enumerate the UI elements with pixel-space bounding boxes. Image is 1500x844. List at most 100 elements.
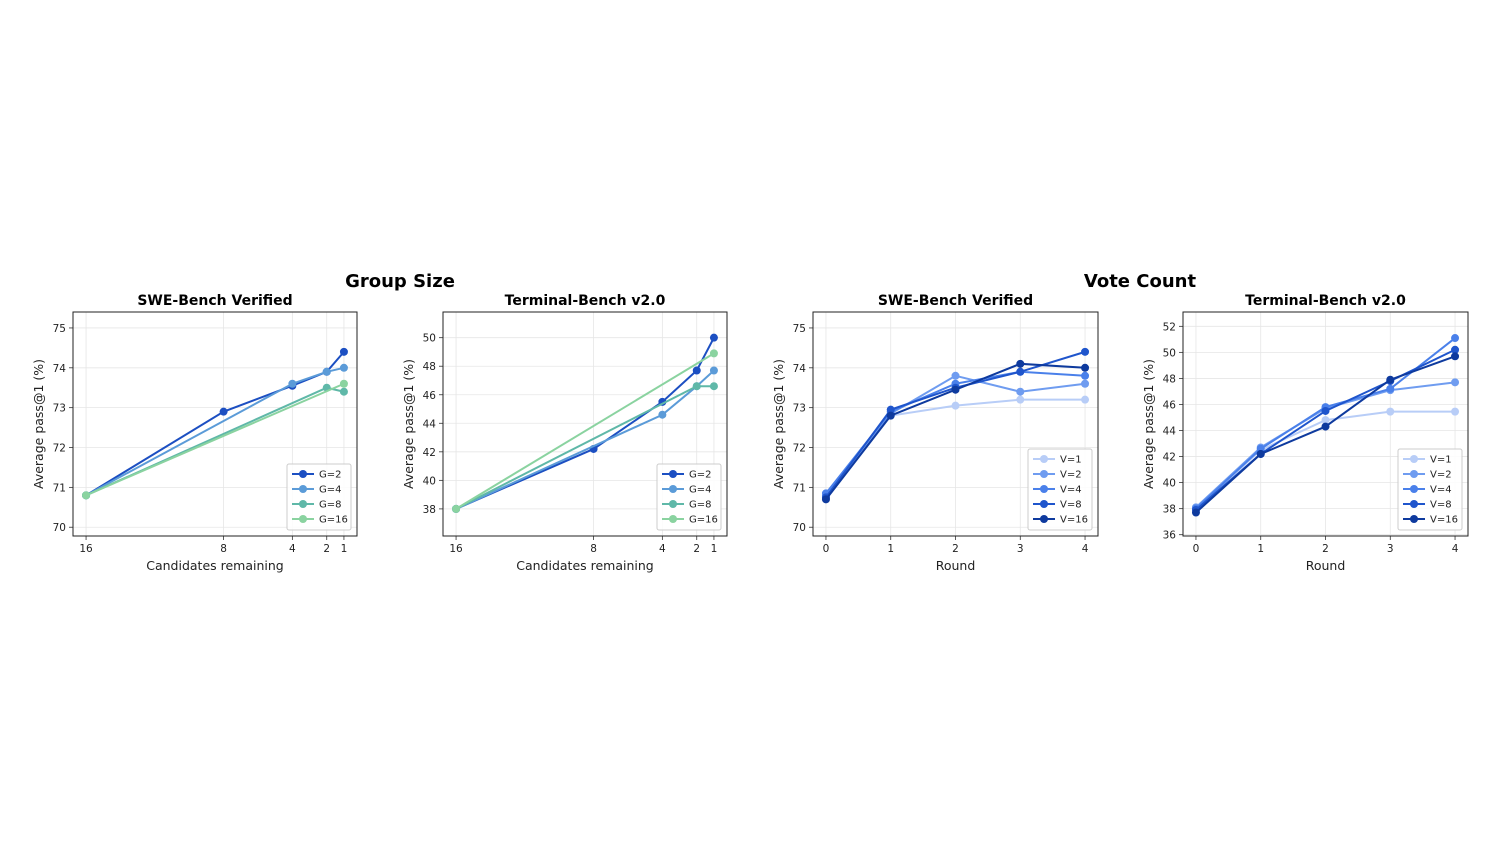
series-line — [85, 382, 345, 497]
y-tick-label: 40 — [1163, 478, 1176, 490]
data-point — [1451, 345, 1460, 354]
data-point — [692, 366, 701, 375]
x-tick-label: 4 — [1082, 543, 1089, 555]
x-tick-label: 8 — [220, 543, 227, 555]
data-point — [339, 379, 348, 388]
series-line — [85, 366, 345, 497]
data-point — [1321, 406, 1330, 415]
legend-frame — [1027, 448, 1093, 531]
legend-label: V=8 — [1060, 500, 1082, 511]
chart-title: Terminal-Bench v2.0 — [505, 293, 666, 309]
y-tick-label: 48 — [1163, 373, 1176, 385]
legend-swatch-marker — [669, 515, 677, 523]
data-point — [452, 504, 461, 513]
data-point — [288, 379, 297, 388]
data-point — [1016, 387, 1025, 396]
legend-swatch-marker — [1040, 515, 1048, 523]
data-point — [658, 410, 667, 419]
legend-label: V=4 — [1430, 485, 1452, 496]
data-point — [1321, 416, 1330, 425]
legend-swatch-marker — [1410, 500, 1418, 508]
series-V=16 — [821, 359, 1090, 504]
y-tick-label: 71 — [793, 482, 806, 494]
data-point — [1386, 375, 1395, 384]
y-tick-label: 48 — [423, 361, 436, 373]
y-tick-label: 75 — [53, 323, 66, 335]
data-point — [219, 407, 228, 416]
data-point — [951, 385, 960, 394]
data-point — [692, 382, 701, 391]
x-tick-label: 4 — [659, 543, 666, 555]
x-tick-label: 2 — [693, 543, 700, 555]
legend-label: V=4 — [1060, 485, 1082, 496]
x-tick-label: 3 — [1387, 543, 1394, 555]
y-tick-label: 70 — [793, 522, 806, 534]
data-point — [1081, 395, 1090, 404]
legend-swatch-marker — [1040, 455, 1048, 463]
legend-swatch-marker — [299, 485, 307, 493]
legend-label: V=1 — [1060, 455, 1082, 466]
legend-label: V=2 — [1060, 470, 1082, 481]
legend-frame — [656, 463, 722, 531]
x-tick-label: 2 — [1322, 543, 1329, 555]
y-tick-label: 52 — [1163, 321, 1176, 333]
y-tick-label: 36 — [1163, 530, 1177, 542]
y-tick-label: 46 — [423, 390, 437, 402]
legend: G=2 G=4 G=8 G=16 — [286, 463, 352, 531]
legend-swatch-marker — [1040, 470, 1048, 478]
legend-swatch-marker — [1040, 485, 1048, 493]
y-tick-label: 70 — [53, 522, 66, 534]
data-point — [1451, 334, 1460, 343]
legend-swatch-marker — [299, 500, 307, 508]
y-tick-label: 38 — [423, 504, 436, 516]
legend: V=1 V=2 V=4 V=8 V=16 — [1397, 448, 1463, 531]
legend-label: G=4 — [689, 485, 712, 496]
legend-swatch-marker — [669, 500, 677, 508]
y-tick-label: 73 — [53, 403, 66, 415]
data-point — [709, 366, 718, 375]
y-tick-label: 50 — [1163, 347, 1176, 359]
legend-frame — [1397, 448, 1463, 531]
y-tick-label: 71 — [53, 482, 66, 494]
data-point — [951, 371, 960, 380]
data-point — [709, 333, 718, 342]
legend-swatch-marker — [1410, 485, 1418, 493]
x-tick-label: 2 — [952, 543, 959, 555]
legend-swatch-marker — [299, 470, 307, 478]
axes-frame — [1182, 311, 1469, 537]
y-tick-label: 75 — [793, 323, 806, 335]
legend-label: V=16 — [1060, 515, 1088, 526]
x-tick-label: 0 — [823, 543, 830, 555]
data-point — [339, 347, 348, 356]
x-axis-label: Candidates remaining — [516, 558, 654, 573]
legend-label: G=8 — [689, 500, 712, 511]
chart-title: Terminal-Bench v2.0 — [1245, 293, 1406, 309]
series-G=16 — [452, 349, 718, 513]
legend-label: V=8 — [1430, 500, 1452, 511]
x-axis-label: Round — [1306, 558, 1346, 573]
x-tick-label: 4 — [289, 543, 296, 555]
legend-label: G=2 — [689, 470, 712, 481]
y-axis-label: Average pass@1 (%) — [771, 359, 786, 489]
legend-label: G=8 — [319, 500, 342, 511]
legend-swatch-marker — [1410, 455, 1418, 463]
x-tick-label: 1 — [1257, 543, 1264, 555]
data-point — [1386, 407, 1395, 416]
y-tick-label: 46 — [1163, 399, 1177, 411]
data-point — [1321, 422, 1330, 431]
y-tick-label: 72 — [53, 443, 66, 455]
x-tick-label: 2 — [323, 543, 330, 555]
y-axis-label: Average pass@1 (%) — [401, 359, 416, 489]
x-tick-label: 4 — [1452, 543, 1459, 555]
y-axis-label: Average pass@1 (%) — [31, 359, 46, 489]
chart-title: SWE-Bench Verified — [137, 293, 292, 309]
y-tick-label: 72 — [793, 443, 806, 455]
legend-swatch-marker — [669, 485, 677, 493]
legend-swatch-marker — [1040, 500, 1048, 508]
series-V=16 — [1191, 352, 1460, 517]
y-tick-label: 50 — [423, 333, 436, 345]
legend-swatch-marker — [1410, 515, 1418, 523]
x-tick-label: 16 — [79, 543, 93, 555]
chart-0: 16 8 4 2 1 70 71 72 73 74 75 SWE-Bench Verified Cand… — [31, 293, 358, 573]
legend-label: G=16 — [689, 515, 718, 526]
